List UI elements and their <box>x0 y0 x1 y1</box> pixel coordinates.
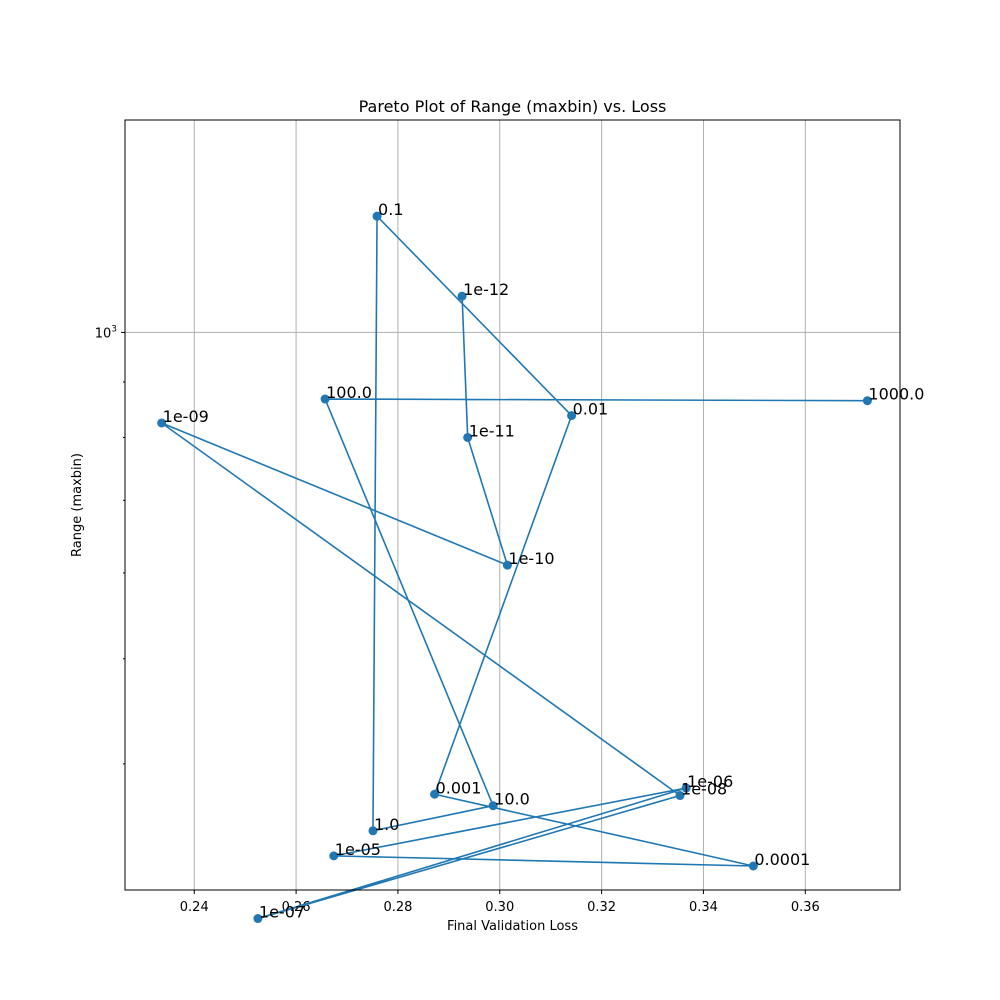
x-tick-label: 0.30 <box>485 900 514 915</box>
point-label: 1e-11 <box>469 421 515 440</box>
point-labels: 1e-12 1e-11 1e-10 1e-09 1e-08 1e-07 1e-06 1e-05… <box>163 200 925 921</box>
y-tick-label: 103 <box>95 324 117 341</box>
data-point <box>457 291 467 301</box>
x-tick-label: 0.32 <box>587 900 616 915</box>
x-tick-label: 0.28 <box>383 900 412 915</box>
data-point <box>368 826 378 836</box>
point-label: 1e-08 <box>681 780 727 799</box>
point-label: 0.1 <box>378 200 403 219</box>
data-point <box>157 418 167 428</box>
x-tick-label: 0.34 <box>689 900 718 915</box>
point-label: 1000.0 <box>868 385 924 404</box>
x-axis-label: Final Validation Loss <box>447 919 578 934</box>
data-point <box>862 396 872 406</box>
data-point <box>372 211 382 221</box>
x-tick-label: 0.24 <box>180 900 209 915</box>
series-line-group <box>160 215 868 920</box>
plot-frame <box>124 119 901 891</box>
data-point <box>502 560 512 570</box>
data-point <box>463 432 473 442</box>
point-label: 0.0001 <box>754 850 810 869</box>
data-point <box>681 783 691 793</box>
chart-title: Pareto Plot of Range (maxbin) vs. Loss <box>359 97 667 116</box>
data-point <box>567 411 577 421</box>
series-line <box>160 215 868 920</box>
point-markers <box>157 211 872 924</box>
data-point <box>329 851 339 861</box>
point-label: 1e-12 <box>463 280 509 299</box>
point-label: 10.0 <box>494 790 530 809</box>
point-label: 1e-09 <box>163 407 209 426</box>
point-label: 0.001 <box>436 778 482 797</box>
point-label: 1e-05 <box>335 840 381 859</box>
point-label: 1e-06 <box>687 772 733 791</box>
data-point <box>320 394 330 404</box>
y-axis-label: Range (maxbin) <box>70 453 85 557</box>
data-point <box>253 914 263 924</box>
x-tick-label: 0.36 <box>791 900 820 915</box>
grid-lines <box>125 120 900 890</box>
point-label: 1.0 <box>374 815 399 834</box>
data-point <box>748 861 758 871</box>
point-label: 100.0 <box>326 383 372 402</box>
point-label: 0.01 <box>573 400 609 419</box>
point-label: 1e-10 <box>508 549 554 568</box>
data-point <box>488 801 498 811</box>
point-label: 1e-07 <box>259 903 305 922</box>
data-point <box>430 789 440 799</box>
data-point <box>675 791 685 801</box>
